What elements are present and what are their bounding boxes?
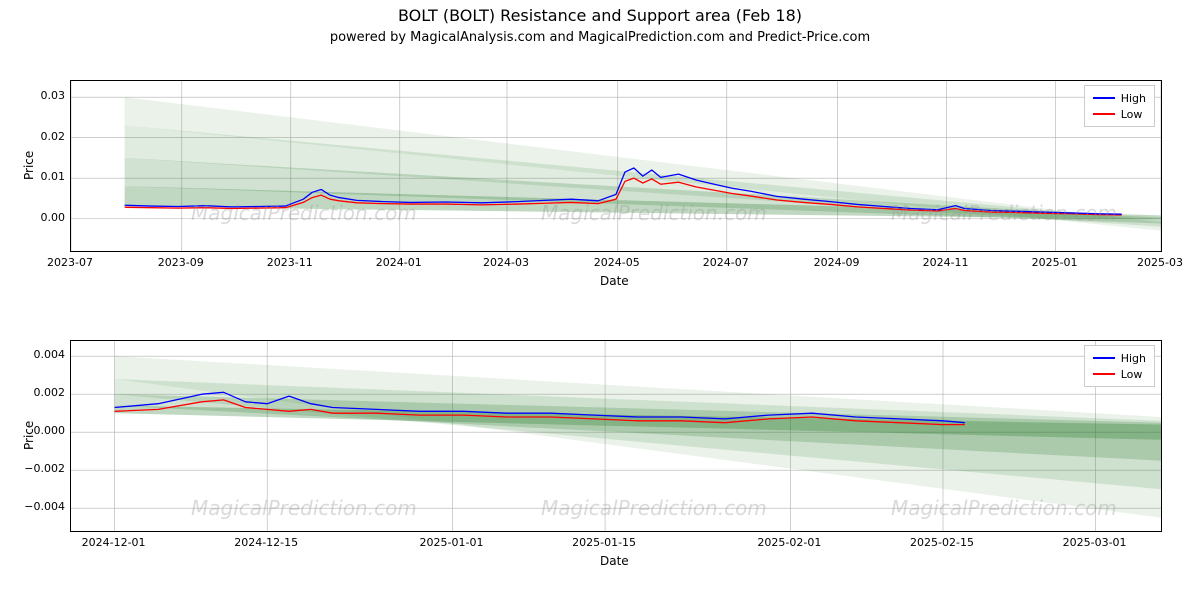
bottom-chart-panel: HighLow MagicalPrediction.comMagicalPred… [70, 340, 1162, 532]
legend-item: Low [1093, 106, 1146, 122]
x-tick-label: 2024-01 [359, 256, 439, 269]
legend-item: Low [1093, 366, 1146, 382]
figure: BOLT (BOLT) Resistance and Support area … [0, 0, 1200, 600]
x-tick-label: 2024-12-15 [226, 536, 306, 549]
x-tick-label: 2024-12-01 [74, 536, 154, 549]
legend: High Low [1084, 85, 1155, 127]
legend-label: High [1121, 352, 1146, 365]
top-chart-panel: HighLow MagicalPrediction.comMagicalPred… [70, 80, 1162, 252]
legend-swatch [1093, 97, 1115, 99]
x-tick-label: 2025-03-01 [1055, 536, 1135, 549]
x-tick-label: 2025-01-15 [564, 536, 644, 549]
top-chart-svg [71, 81, 1161, 251]
x-tick-label: 2024-05 [577, 256, 657, 269]
legend-swatch [1093, 357, 1115, 359]
y-tick-label: −0.002 [15, 462, 65, 475]
x-tick-label: 2023-11 [250, 256, 330, 269]
y-tick-label: 0.03 [15, 89, 65, 102]
legend-swatch [1093, 113, 1115, 115]
y-tick-label: 0.002 [15, 386, 65, 399]
legend-label: High [1121, 92, 1146, 105]
x-tick-label: 2025-01 [1015, 256, 1095, 269]
x-tick-label: 2025-03 [1120, 256, 1200, 269]
x-tick-label: 2025-02-01 [749, 536, 829, 549]
legend-item: High [1093, 350, 1146, 366]
legend-label: Low [1121, 108, 1143, 121]
x-tick-label: 2024-07 [686, 256, 766, 269]
x-tick-label: 2024-03 [466, 256, 546, 269]
legend: High Low [1084, 345, 1155, 387]
x-tick-label: 2025-01-01 [412, 536, 492, 549]
y-tick-label: 0.004 [15, 348, 65, 361]
y-tick-label: 0.00 [15, 211, 65, 224]
legend-swatch [1093, 373, 1115, 375]
y-tick-label: −0.004 [15, 500, 65, 513]
y-tick-label: 0.02 [15, 130, 65, 143]
legend-label: Low [1121, 368, 1143, 381]
x-tick-label: 2024-09 [797, 256, 877, 269]
bottom-chart-svg [71, 341, 1161, 531]
bottom-xlabel: Date [600, 554, 629, 568]
x-tick-label: 2024-11 [906, 256, 986, 269]
x-tick-label: 2025-02-15 [902, 536, 982, 549]
x-tick-label: 2023-07 [30, 256, 110, 269]
legend-item: High [1093, 90, 1146, 106]
y-tick-label: 0.000 [15, 424, 65, 437]
top-xlabel: Date [600, 274, 629, 288]
x-tick-label: 2023-09 [141, 256, 221, 269]
chart-title: BOLT (BOLT) Resistance and Support area … [0, 6, 1200, 25]
y-tick-label: 0.01 [15, 170, 65, 183]
chart-subtitle: powered by MagicalAnalysis.com and Magic… [0, 30, 1200, 45]
